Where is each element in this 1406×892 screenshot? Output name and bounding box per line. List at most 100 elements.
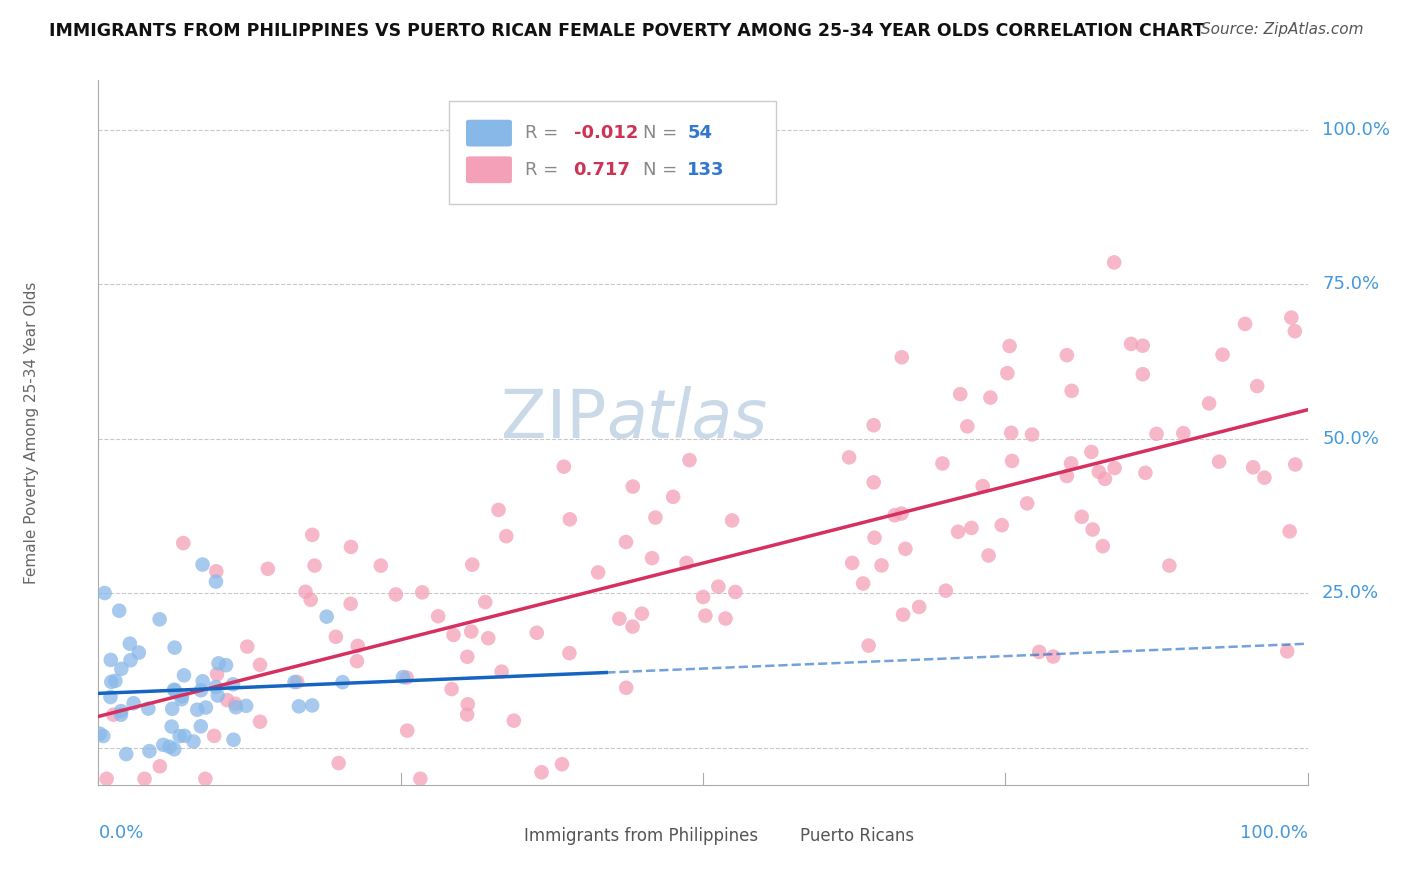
Point [411,585,433,599]
Point [256,562,278,576]
Point [149,612,172,626]
Point [530,765,553,780]
Point [614,535,637,549]
Point [960,521,983,535]
Point [110,704,132,718]
Point [1102,255,1125,269]
Point [225,700,247,714]
Text: -0.012: -0.012 [574,124,638,142]
Point [100,690,122,704]
Point [1056,348,1078,362]
Point [990,518,1012,533]
Text: 0.717: 0.717 [574,161,630,178]
Point [977,549,1000,563]
Point [695,608,717,623]
Point [551,757,574,772]
Point [1060,384,1083,398]
Point [236,640,259,654]
Point [883,508,905,523]
Point [100,653,122,667]
Point [488,503,510,517]
Point [191,674,214,689]
Point [346,654,368,668]
Point [202,729,225,743]
Point [1104,461,1126,475]
Point [1241,460,1264,475]
Point [1253,471,1275,485]
Point [173,729,195,743]
Point [138,744,160,758]
Text: N =: N = [643,161,682,178]
Point [1119,337,1142,351]
Point [838,450,860,465]
Point [194,772,217,786]
Point [995,366,1018,380]
Point [852,576,875,591]
Point [894,541,917,556]
Point [949,387,972,401]
Point [160,720,183,734]
Point [173,668,195,682]
Point [207,657,229,671]
Point [328,756,350,770]
Point [858,639,880,653]
Text: atlas: atlas [606,385,768,451]
Point [340,540,363,554]
Point [152,738,174,752]
Point [299,592,322,607]
Point [249,714,271,729]
Point [134,772,156,786]
Point [1091,539,1114,553]
Point [1132,368,1154,382]
Text: 100.0%: 100.0% [1240,823,1308,842]
Point [149,759,172,773]
Point [163,640,186,655]
Point [931,457,953,471]
Point [707,580,730,594]
Point [456,649,478,664]
Point [461,558,484,572]
Point [162,702,184,716]
Point [224,697,246,711]
Point [93,586,115,600]
Point [222,677,245,691]
Point [110,662,132,676]
Point [946,524,969,539]
Text: Female Poverty Among 25-34 Year Olds: Female Poverty Among 25-34 Year Olds [24,282,39,583]
Point [325,630,347,644]
Point [89,727,111,741]
Point [558,512,581,526]
Text: Source: ZipAtlas.com: Source: ZipAtlas.com [1201,22,1364,37]
Point [614,681,637,695]
Point [558,646,581,660]
Point [138,701,160,715]
Point [186,703,208,717]
Point [1146,426,1168,441]
Point [1081,523,1104,537]
Point [194,700,217,714]
Text: Immigrants from Philippines: Immigrants from Philippines [524,828,758,846]
FancyBboxPatch shape [465,156,512,183]
Point [1173,426,1195,441]
Point [502,714,524,728]
Point [644,510,666,524]
Point [235,698,257,713]
Point [443,628,465,642]
Point [1208,455,1230,469]
Point [339,597,361,611]
Point [1094,472,1116,486]
Point [721,513,744,527]
Point [972,479,994,493]
Point [1056,469,1078,483]
Point [1279,310,1302,325]
Point [370,558,392,573]
Point [315,609,337,624]
Point [1284,458,1306,472]
Point [163,742,186,756]
Point [621,479,644,493]
Point [395,671,418,685]
Point [477,631,499,645]
Point [159,739,181,754]
Point [285,674,308,689]
Point [163,683,186,698]
